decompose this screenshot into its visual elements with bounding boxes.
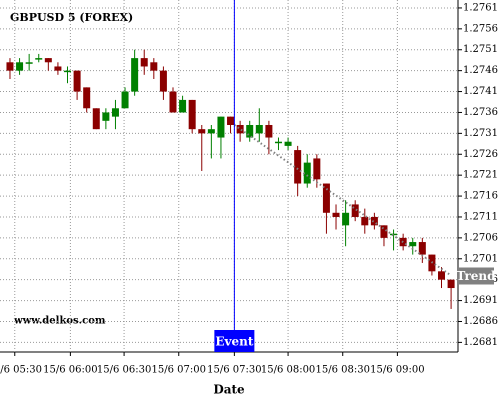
candle-body [188,99,196,130]
candle-body [265,124,273,138]
candle-body [92,108,100,130]
y-tick-label: 1.2741 [463,86,498,97]
candle-body [342,212,350,226]
x-tick-label: 15/6 05:30 [0,365,42,376]
candle-body [227,116,235,125]
candle-body [380,225,388,238]
candle-body [25,62,33,64]
plot-area [0,0,458,352]
candle-body [255,124,263,134]
y-tick-label: 1.2706 [463,232,498,243]
candle-body [207,129,215,134]
x-tick-label: 15/6 08:30 [316,365,370,376]
x-tick-label: 15/6 08:00 [261,365,315,376]
event-label: Event [215,335,253,349]
candle-body [35,58,43,60]
candle-body [198,129,206,134]
y-tick-label: 1.2711 [463,211,498,222]
y-tick-label: 1.2726 [463,149,498,160]
x-tick-label: 15/6 07:30 [207,365,261,376]
candle-body [169,91,177,113]
candle-body [54,66,62,71]
candle-body [313,158,321,180]
x-axis-label: Date [213,383,245,397]
candle-body [16,62,24,71]
candle-body [418,242,426,255]
trend-label: Trend [456,269,496,283]
candle-body [102,112,110,121]
event-label-box [214,330,255,352]
candle-body [447,279,455,289]
y-tick-label: 1.2701 [463,253,498,264]
candle-body [121,91,129,109]
trend-label-box [458,267,494,285]
candle-body [150,62,158,71]
candle-body [64,70,72,73]
candle-body [370,216,378,226]
candle-body [294,150,302,184]
candle-body [111,108,119,117]
y-tick-label: 1.2721 [463,170,498,181]
candle-body [284,141,292,146]
candle-body [217,116,225,138]
candle-body [6,62,14,71]
candle-body [140,58,148,67]
candle-body [83,87,91,109]
chart-title: GBPUSD 5 (FOREX) [10,11,133,24]
x-tick-label: 15/6 06:30 [97,365,151,376]
y-tick-label: 1.2681 [463,337,498,348]
candle-body [159,70,167,92]
y-tick-label: 1.2691 [463,295,498,306]
candle-body [322,183,330,213]
y-tick-label: 1.2761 [463,2,498,13]
x-tick-label: 15/6 06:00 [43,365,97,376]
y-tick-label: 1.2686 [463,316,498,327]
y-tick-label: 1.2736 [463,107,498,118]
candle-body [131,58,139,92]
candle-body [246,124,254,138]
x-tick-label: 15/6 07:00 [152,365,206,376]
candle-body [361,216,369,226]
y-tick-label: 1.2716 [463,191,498,202]
candle-body [73,70,81,92]
y-tick-label: 1.2751 [463,44,498,55]
candle-body [44,58,52,63]
y-tick-label: 1.2756 [463,23,498,34]
watermark: www.delkos.com [13,316,106,327]
candle-body [179,99,187,113]
x-tick-label: 15/6 09:00 [370,365,424,376]
candle-body [332,212,340,217]
candle-body [351,204,359,217]
candle-body [303,162,311,184]
candle-body [409,242,417,247]
candle-body [274,141,282,144]
candle-body [236,124,244,134]
y-tick-label: 1.2731 [463,128,498,139]
y-tick-label: 1.2746 [463,65,498,76]
candle-body [438,271,446,280]
